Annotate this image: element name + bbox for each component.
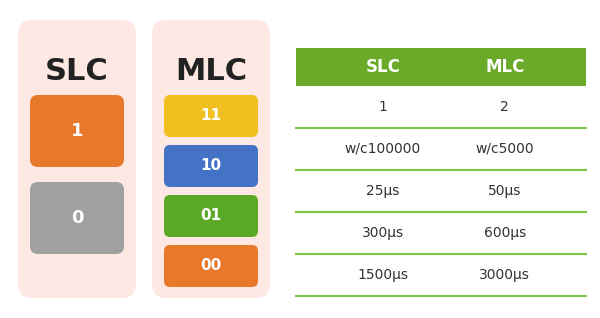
Text: 1500μs: 1500μs xyxy=(358,268,409,282)
FancyBboxPatch shape xyxy=(164,145,258,187)
Text: 0: 0 xyxy=(71,209,83,227)
FancyBboxPatch shape xyxy=(164,95,258,137)
Text: 25μs: 25μs xyxy=(367,184,400,198)
Text: 3000μs: 3000μs xyxy=(479,268,530,282)
FancyBboxPatch shape xyxy=(152,20,270,298)
Text: w/c5000: w/c5000 xyxy=(475,142,534,156)
Text: SLC: SLC xyxy=(45,58,109,86)
Bar xyxy=(296,48,586,86)
FancyBboxPatch shape xyxy=(18,20,136,298)
Text: 1: 1 xyxy=(379,100,388,114)
Text: MLC: MLC xyxy=(175,58,247,86)
FancyBboxPatch shape xyxy=(30,182,124,254)
Text: 01: 01 xyxy=(200,209,221,224)
Text: 10: 10 xyxy=(200,158,221,174)
Text: 300μs: 300μs xyxy=(362,226,404,240)
Text: 00: 00 xyxy=(200,259,221,273)
Text: 2: 2 xyxy=(500,100,509,114)
Text: 1: 1 xyxy=(71,122,83,140)
FancyBboxPatch shape xyxy=(164,195,258,237)
FancyBboxPatch shape xyxy=(30,95,124,167)
Text: 600μs: 600μs xyxy=(484,226,526,240)
Text: 50μs: 50μs xyxy=(488,184,521,198)
Text: MLC: MLC xyxy=(485,58,524,76)
Text: SLC: SLC xyxy=(365,58,400,76)
FancyBboxPatch shape xyxy=(164,245,258,287)
Text: 11: 11 xyxy=(200,108,221,123)
Text: w/c100000: w/c100000 xyxy=(345,142,421,156)
